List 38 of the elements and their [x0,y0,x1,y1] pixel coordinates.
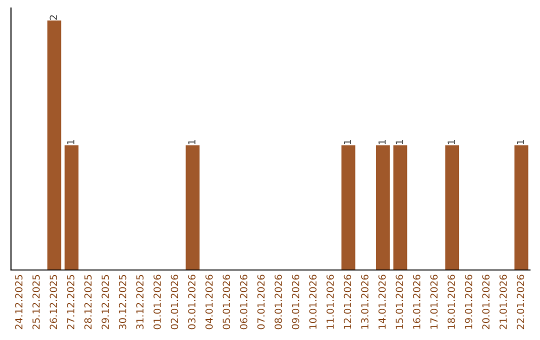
data-label: 1 [344,140,352,144]
x-tick-label: 07.01.2026 [257,274,265,330]
x-tick-label: 19.01.2026 [464,274,472,329]
x-tick-label: 06.01.2026 [240,274,248,330]
x-tick-label: 24.12.2025 [15,275,22,330]
x-tick-label: 25.12.2025 [32,275,40,330]
x-tick-label: 04.01.2026 [205,274,213,330]
x-tick-label: 09.01.2026 [292,274,300,330]
data-label: 1 [188,140,196,144]
x-tick-label: 17.01.2026 [430,274,438,329]
x-tick-label: 13.01.2026 [361,274,368,329]
x-tick-label: 20.01.2026 [482,274,490,330]
x-tick-label: 28.12.2025 [84,275,92,330]
x-tick-label: 26.12.2025 [50,275,58,330]
x-tick-label: 21.01.2026 [500,274,507,330]
data-label: 1 [396,140,403,144]
x-tick-label: 14.01.2026 [378,274,386,329]
data-label: 1 [516,140,524,144]
x-tick-label: 29.12.2025 [102,275,109,330]
data-label: 1 [378,140,386,144]
x-tick-label: 11.01.2026 [326,274,334,329]
x-tick-label: 30.12.2025 [118,275,126,330]
data-label: 1 [67,140,74,144]
x-tick-label: 27.12.2025 [67,275,74,330]
data-label: 1 [448,140,455,144]
x-tick-label: 31.12.2025 [136,275,144,330]
x-tick-label: 18.01.2026 [448,274,455,329]
x-tick-label: 16.01.2026 [413,274,420,329]
x-tick-label: 08.01.2026 [274,274,282,330]
x-tick-label: 02.01.2026 [170,274,178,330]
x-tick-label: 22.01.2026 [516,274,524,330]
x-tick-label: 15.01.2026 [396,274,404,329]
x-tick-label: 03.01.2026 [188,274,196,330]
x-tick-label: 10.01.2026 [309,274,317,329]
x-tick-label: 05.01.2026 [222,274,230,330]
data-label: 2 [50,15,57,20]
x-tick-label: 01.01.2026 [154,274,161,330]
x-tick-label: 12.01.2026 [344,274,352,329]
